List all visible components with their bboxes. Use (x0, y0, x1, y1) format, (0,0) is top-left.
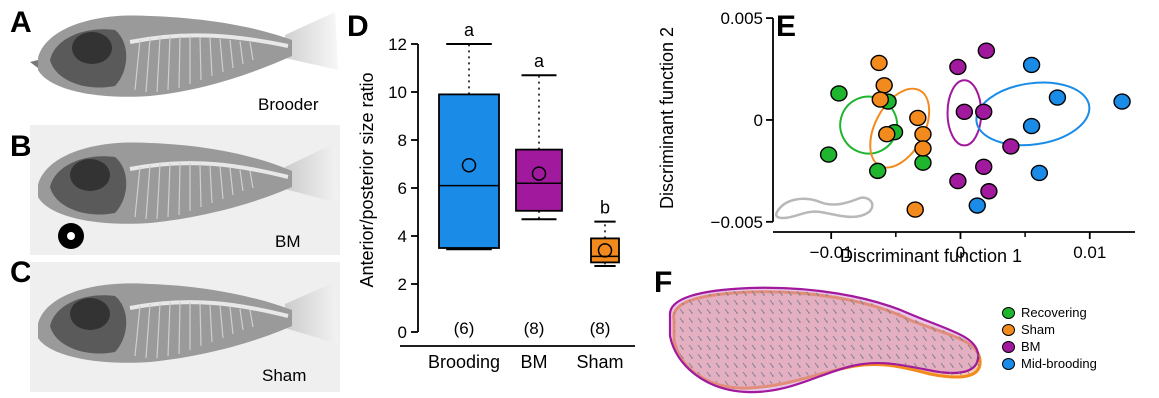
point-sham (914, 126, 932, 143)
box-bm: a (8) BM (515, 51, 563, 372)
point-sham (878, 126, 896, 143)
y-tick-label: 0.005 (720, 9, 763, 28)
point-bm (975, 103, 993, 120)
y-axis-label: Discriminant function 2 (657, 27, 677, 209)
fish-xray-sham (30, 262, 340, 392)
point-mid-brooding (1030, 164, 1049, 182)
sample-size-label: (8) (590, 319, 611, 338)
box-sham: b (8) Sham (576, 198, 623, 372)
fish-xray-brooder (30, 12, 338, 97)
legend-item: Sham (1002, 321, 1097, 338)
point-bm (980, 183, 998, 200)
caption-bm: BM (275, 232, 301, 251)
legend-item: Mid-brooding (1002, 355, 1097, 372)
shape-outline-inset (775, 196, 874, 220)
x-tick-label: −0.01 (810, 243, 853, 262)
sample-size-label: (6) (454, 319, 475, 338)
mean-marker (461, 157, 477, 173)
shape-deformation-grid (668, 286, 982, 394)
fish-xray-bm (30, 125, 340, 255)
category-label: BM (521, 352, 548, 372)
point-mid-brooding (1022, 56, 1041, 74)
y-tick-label: 0 (398, 323, 407, 342)
point-mid-brooding (1048, 89, 1067, 106)
point-bm (975, 158, 993, 176)
legend-item: Recovering (1002, 304, 1097, 321)
caption-sham: Sham (262, 366, 307, 385)
x-axis-label: Discriminant function 1 (840, 246, 1022, 266)
point-bm (1002, 138, 1020, 155)
y-tick-label: 0 (754, 111, 763, 130)
point-bm (955, 103, 974, 120)
box-iqr (590, 237, 620, 264)
legend-swatch (1002, 323, 1015, 336)
point-sham (875, 77, 893, 94)
y-tick-label: 12 (388, 35, 407, 54)
point-bm (977, 42, 996, 59)
point-bm (949, 172, 967, 190)
significance-letter: a (464, 20, 475, 40)
point-mid-brooding (1113, 93, 1131, 110)
panel-letter-f: F (654, 266, 673, 299)
boxplot-chart: Anterior/posterior size ratio 024681012 … (357, 20, 635, 372)
significance-letter: a (534, 51, 545, 71)
point-sham (909, 109, 927, 127)
panel-letter-d: D (347, 10, 369, 43)
panel-letter-e: E (776, 10, 797, 43)
point-sham (870, 54, 888, 72)
caption-brooder: Brooder (258, 95, 319, 114)
mean-marker (531, 166, 547, 181)
point-recovering (914, 154, 932, 171)
sample-size-label: (8) (524, 319, 545, 338)
significance-letter: b (600, 198, 610, 218)
point-sham (871, 91, 890, 108)
legend: Recovering Sham BM Mid-brooding (1002, 304, 1097, 372)
panel-letter-c: C (10, 256, 32, 289)
legend-label: Mid-brooding (1021, 356, 1097, 371)
ellipse-mid-brooding (975, 81, 1091, 147)
category-label: Sham (576, 352, 623, 372)
panel-letter-a: A (10, 6, 32, 39)
y-tick-label: 6 (398, 179, 407, 198)
panel-letter-b: B (10, 130, 32, 163)
point-sham (906, 201, 924, 218)
y-tick-label: 4 (398, 227, 407, 246)
y-tick-label: 8 (398, 131, 407, 150)
category-label: Brooding (428, 352, 500, 372)
ellipse-recovering (839, 95, 899, 155)
legend-label: BM (1021, 339, 1041, 354)
y-tick-label: 2 (398, 275, 407, 294)
legend-label: Sham (1021, 322, 1055, 337)
point-mid-brooding (1022, 117, 1041, 135)
legend-swatch (1002, 357, 1015, 370)
mean-marker (597, 243, 613, 258)
y-axis-label: Anterior/posterior size ratio (357, 72, 377, 287)
point-bm (949, 58, 967, 76)
scatter-chart: Discriminant function 2 Discriminant fun… (657, 9, 1135, 266)
y-tick-label: 10 (388, 83, 407, 102)
legend-label: Recovering (1021, 305, 1087, 320)
point-mid-brooding (968, 197, 986, 214)
point-recovering (869, 162, 887, 180)
legend-swatch (1002, 340, 1015, 353)
box-brooding: a (6) Brooding (428, 20, 500, 372)
x-tick-label: 0.01 (1073, 243, 1106, 262)
point-sham (914, 140, 932, 157)
y-tick-label: −0.005 (711, 213, 763, 232)
legend-item: BM (1002, 338, 1097, 355)
legend-swatch (1002, 306, 1015, 319)
point-recovering (830, 85, 848, 102)
point-recovering (819, 146, 838, 163)
x-tick-label: 0 (956, 243, 965, 262)
